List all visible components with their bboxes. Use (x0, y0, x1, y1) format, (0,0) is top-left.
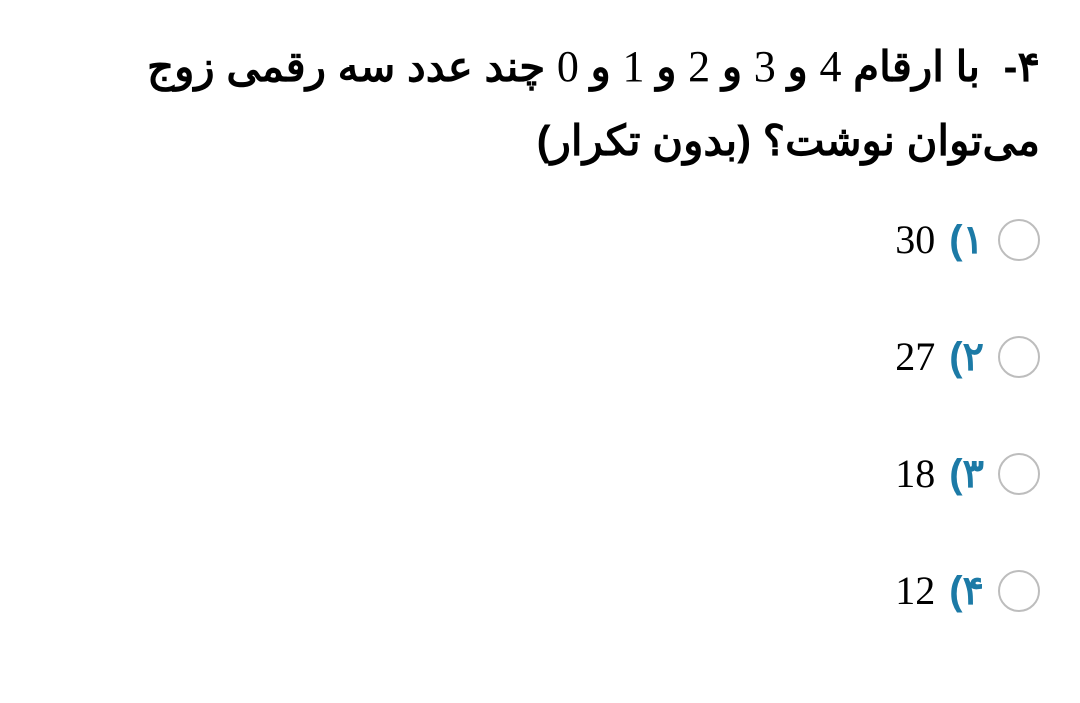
radio-icon[interactable] (998, 336, 1040, 378)
option-2[interactable]: ۲) 27 (40, 333, 1040, 380)
digit-2: 2 (688, 42, 710, 91)
joiner: و (591, 43, 611, 90)
radio-icon[interactable] (998, 219, 1040, 261)
option-label: ۳) (949, 451, 984, 497)
option-value: 27 (895, 333, 935, 380)
joiner: و (722, 43, 742, 90)
option-4[interactable]: ۴) 12 (40, 567, 1040, 614)
option-value: 18 (895, 450, 935, 497)
option-value: 12 (895, 567, 935, 614)
options-list: ۱) 30 ۲) 27 ۳) 18 ۴) 12 (40, 216, 1040, 614)
digit-0: 0 (557, 42, 579, 91)
option-label: ۴) (949, 568, 984, 614)
quiz-container: ۴- با ارقام 4 و 3 و 2 و 1 و 0 چند عدد سه… (0, 0, 1080, 703)
option-1[interactable]: ۱) 30 (40, 216, 1040, 263)
joiner: و (656, 43, 676, 90)
digit-3: 3 (754, 42, 776, 91)
radio-icon[interactable] (998, 570, 1040, 612)
question-prefix: با ارقام (853, 43, 980, 90)
digit-4: 4 (819, 42, 841, 91)
question-suffix-2: می‌توان نوشت؟ (بدون تکرار) (537, 117, 1040, 164)
option-label: ۲) (949, 334, 984, 380)
question-text: ۴- با ارقام 4 و 3 و 2 و 1 و 0 چند عدد سه… (40, 30, 1040, 176)
option-3[interactable]: ۳) 18 (40, 450, 1040, 497)
question-number: ۴- (1003, 43, 1040, 90)
question-suffix-1: چند عدد سه رقمی زوج (147, 43, 545, 90)
option-value: 30 (895, 216, 935, 263)
radio-icon[interactable] (998, 453, 1040, 495)
option-label: ۱) (949, 217, 984, 263)
digit-1: 1 (623, 42, 645, 91)
joiner: و (787, 43, 807, 90)
